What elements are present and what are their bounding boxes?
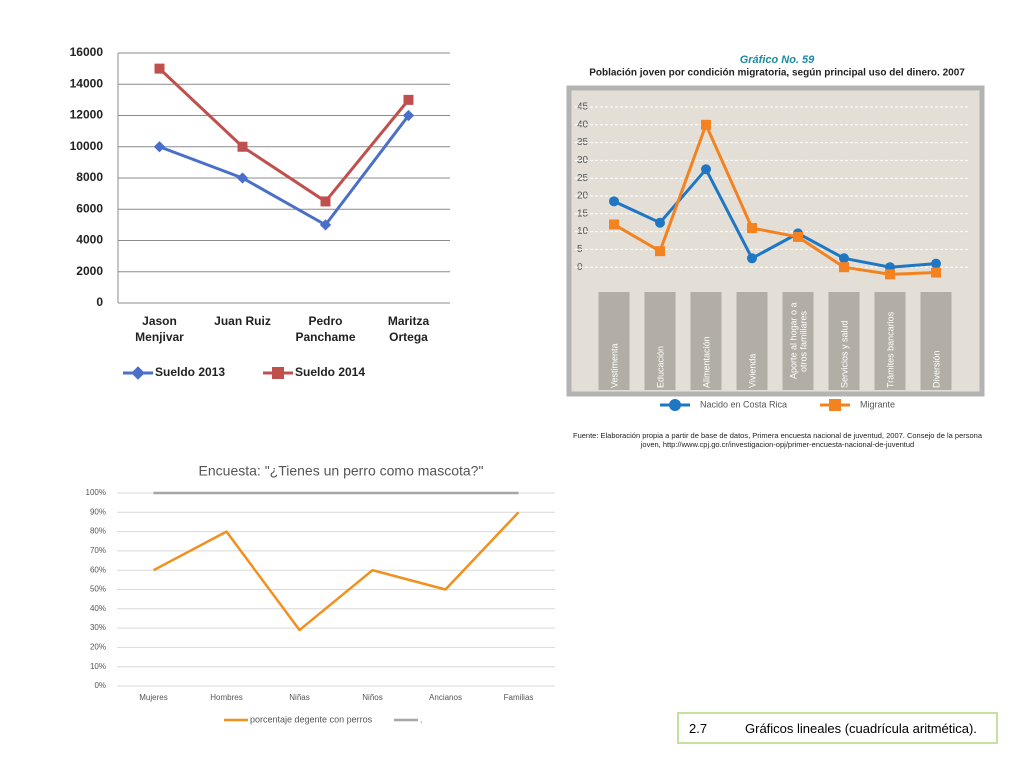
x-tick-label: Juan Ruiz xyxy=(214,314,271,328)
y-tick-label: 100% xyxy=(86,488,106,497)
legend-marker xyxy=(669,399,681,411)
y-tick-label: 16000 xyxy=(70,45,104,59)
x-tick-label: Familias xyxy=(504,693,534,702)
data-point xyxy=(237,141,248,152)
y-tick-label: 20% xyxy=(90,643,106,652)
y-tick-label: 14000 xyxy=(70,76,104,90)
x-tick-label: Ancianos xyxy=(429,693,462,702)
category-box xyxy=(828,292,860,390)
y-tick-label: 0% xyxy=(94,681,106,690)
y-tick-label: 90% xyxy=(90,507,106,516)
data-point xyxy=(609,196,619,207)
series-line xyxy=(158,114,410,227)
y-tick-label: 10000 xyxy=(70,139,104,153)
category-box xyxy=(920,292,952,390)
y-tick-label: 10% xyxy=(90,662,106,671)
legend-label: Migrante xyxy=(860,399,895,409)
data-point xyxy=(747,253,757,264)
data-point xyxy=(403,94,414,105)
x-tick-label: Servicios y salud xyxy=(839,320,849,388)
caption-number: 2.7 xyxy=(689,721,708,736)
x-tick-label: Educación xyxy=(655,345,665,388)
legend-marker xyxy=(829,399,841,411)
data-point xyxy=(319,219,332,231)
x-tick-label: Pedro Panchame xyxy=(295,314,356,344)
x-tick-label: Niños xyxy=(362,693,382,702)
x-tick-label: Diversión xyxy=(931,350,941,388)
data-point xyxy=(701,164,711,175)
x-tick-label: Alimentación xyxy=(701,336,711,388)
data-point xyxy=(655,217,665,228)
y-tick-label: 4000 xyxy=(76,233,103,247)
data-point xyxy=(931,258,941,269)
series-line xyxy=(158,67,410,203)
chart-title: Gráfico No. 59 xyxy=(740,54,815,66)
y-tick-label: 40% xyxy=(90,604,106,613)
category-box xyxy=(690,292,722,390)
y-tick-label: 2000 xyxy=(76,264,103,278)
data-point xyxy=(747,223,757,234)
legend-label: . xyxy=(420,714,423,724)
y-tick-label: 6000 xyxy=(76,201,103,215)
legend-label: porcentaje degente con perros xyxy=(250,714,373,724)
legend-marker xyxy=(131,366,145,380)
y-tick-label: 12000 xyxy=(70,108,104,122)
x-tick-label: Vivienda xyxy=(747,353,757,388)
legend-label: Nacido en Costa Rica xyxy=(700,399,787,409)
data-point xyxy=(839,253,849,264)
data-point xyxy=(931,267,941,278)
data-point xyxy=(701,119,711,130)
series-line xyxy=(613,123,937,276)
data-point xyxy=(236,172,249,184)
series-line xyxy=(613,167,937,269)
y-tick-label: 0 xyxy=(96,295,103,309)
caption-text: Gráficos lineales (cuadrícula aritmética… xyxy=(745,721,977,736)
data-point xyxy=(885,269,895,280)
legend-marker xyxy=(272,367,284,379)
data-point xyxy=(153,141,166,153)
category-box xyxy=(736,292,768,390)
x-tick-label: Hombres xyxy=(210,693,242,702)
data-point xyxy=(609,219,619,230)
category-box xyxy=(874,292,906,390)
category-box xyxy=(598,292,630,390)
y-tick-label: 70% xyxy=(90,546,106,555)
x-tick-label: Niñas xyxy=(289,693,309,702)
series-line xyxy=(152,511,520,632)
data-point xyxy=(320,196,331,207)
y-tick-label: 8000 xyxy=(76,170,103,184)
chart-subtitle: Población joven por condición migratoria… xyxy=(589,68,965,79)
x-tick-label: Maritza Ortega xyxy=(387,314,430,344)
chart-note: Fuente: Elaboración propia a partir de b… xyxy=(572,431,983,450)
chart-title: Encuesta: "¿Tienes un perro como mascota… xyxy=(199,463,484,479)
category-box xyxy=(782,292,814,390)
data-point xyxy=(839,262,849,273)
legend-label: Sueldo 2013 xyxy=(155,365,225,379)
legend-label: Sueldo 2014 xyxy=(295,365,365,379)
y-tick-label: 50% xyxy=(90,585,106,594)
y-tick-label: 80% xyxy=(90,527,106,536)
data-point xyxy=(154,63,165,74)
category-box xyxy=(644,292,676,390)
y-tick-label: 60% xyxy=(90,565,106,574)
x-tick-label: Trámites bancarios xyxy=(885,311,895,388)
caption-box: 2.7 Gráficos lineales (cuadrícula aritmé… xyxy=(677,712,998,744)
x-tick-label: Jason Menjivar xyxy=(135,314,184,344)
chart-frame xyxy=(566,85,985,397)
x-tick-label: Vestimenta xyxy=(609,343,619,388)
y-tick-label: 30% xyxy=(90,623,106,632)
data-point xyxy=(793,231,803,242)
data-point xyxy=(655,246,665,257)
x-tick-label: Mujeres xyxy=(139,693,167,702)
x-tick-label: Aporte al hogar o a otros familiares xyxy=(788,302,808,380)
